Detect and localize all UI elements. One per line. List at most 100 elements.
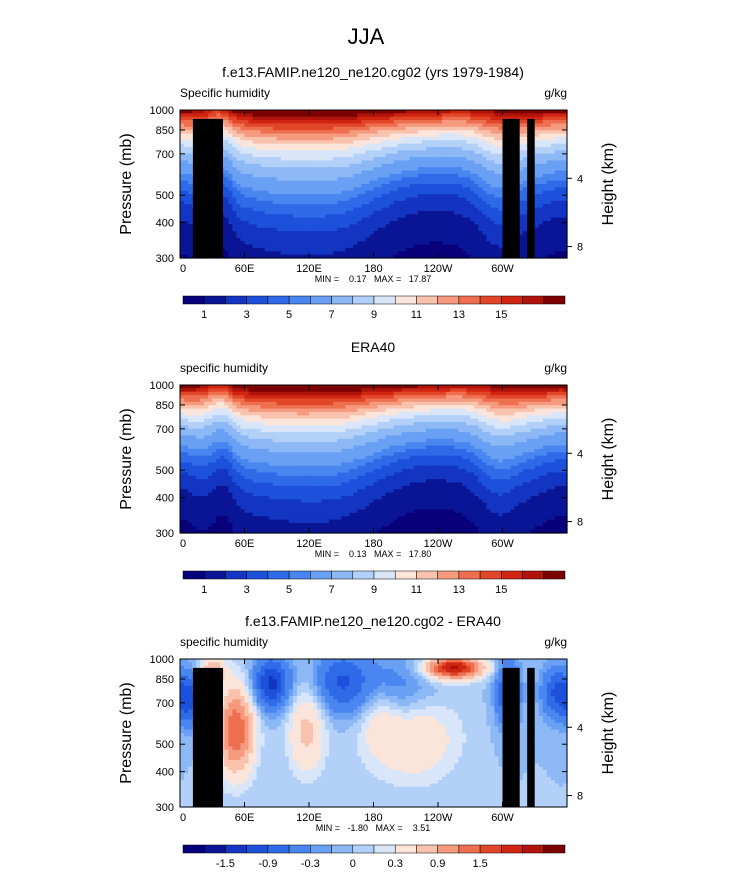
heatmap-cell	[280, 398, 286, 403]
heatmap-cell	[333, 160, 338, 165]
heatmap-cell	[417, 113, 423, 118]
heatmap-cell	[538, 133, 544, 138]
heatmap-cell	[373, 143, 379, 148]
heatmap-cell	[304, 150, 310, 155]
heatmap-cell	[534, 241, 540, 246]
heatmap-cell	[292, 113, 298, 118]
heatmap-cell	[313, 113, 318, 118]
heatmap-cell	[284, 147, 290, 151]
heatmap-cell	[252, 150, 258, 155]
heatmap-cell	[240, 167, 246, 172]
heatmap-cell	[317, 388, 322, 393]
heatmap-cell	[462, 163, 467, 168]
heatmap-cell	[264, 234, 270, 239]
heatmap-cell	[442, 153, 447, 158]
heatmap-cell	[421, 126, 427, 131]
heatmap-cell	[401, 123, 407, 128]
heatmap-cell	[333, 187, 338, 192]
colorbar-swatch	[479, 295, 502, 305]
heatmap-cell	[184, 180, 189, 185]
heatmap-cell	[498, 224, 504, 229]
heatmap-cell	[417, 224, 423, 229]
heatmap-cell	[542, 388, 548, 393]
heatmap-cell	[357, 204, 363, 209]
heatmap-cell	[365, 167, 371, 172]
heatmap-cell	[349, 190, 354, 195]
heatmap-cell	[393, 140, 399, 145]
heatmap-cell	[498, 157, 504, 162]
heatmap-cell	[353, 214, 358, 219]
heatmap-cell	[389, 200, 395, 205]
heatmap-cell	[458, 136, 463, 141]
heatmap-cell	[337, 194, 342, 199]
heatmap-cell	[192, 388, 197, 393]
heatmap-cell	[268, 163, 274, 168]
heatmap-cell	[248, 120, 254, 125]
heatmap-cell	[446, 197, 451, 202]
heatmap-cell	[381, 177, 387, 182]
heatmap-cell	[188, 153, 193, 158]
heatmap-cell	[442, 190, 447, 195]
heatmap-cell	[357, 126, 363, 131]
heatmap-cell	[357, 207, 363, 212]
heatmap-cell	[284, 200, 290, 205]
heatmap-cell	[292, 120, 298, 125]
heatmap-cell	[534, 173, 540, 178]
heatmap-cell	[381, 197, 387, 202]
panel-1: f.e13.FAMIP.ne120_ne120.cg02 (yrs 1979-1…	[118, 64, 617, 321]
heatmap-cell	[405, 194, 411, 199]
heatmap-cell	[337, 143, 342, 148]
heatmap-cell	[361, 241, 367, 246]
heatmap-cell	[304, 126, 310, 131]
heatmap-cell	[357, 133, 363, 138]
heatmap-cell	[466, 147, 471, 151]
heatmap-cell	[421, 113, 427, 118]
heatmap-cell	[470, 150, 475, 155]
heatmap-cell	[280, 405, 286, 410]
heatmap-cell	[357, 147, 363, 151]
heatmap-cell	[450, 136, 455, 141]
heatmap-cell	[413, 160, 419, 165]
heatmap-cell	[341, 163, 346, 168]
heatmap-cell	[482, 388, 487, 393]
heatmap-cell	[264, 251, 270, 256]
heatmap-cell	[401, 184, 407, 188]
heatmap-cell	[558, 110, 564, 114]
heatmap-cell	[446, 405, 451, 410]
heatmap-cell	[450, 113, 455, 118]
heatmap-cell	[272, 224, 278, 229]
heatmap-cell	[276, 388, 282, 393]
heatmap-cell	[349, 194, 354, 199]
heatmap-cell	[421, 234, 427, 239]
heatmap-cell	[474, 130, 479, 135]
heatmap-cell	[377, 388, 383, 393]
heatmap-cell	[417, 241, 423, 246]
heatmap-cell	[268, 130, 274, 135]
heatmap-cell	[494, 147, 500, 151]
heatmap-cell	[454, 197, 459, 202]
heatmap-cell	[304, 120, 310, 125]
heatmap-cell	[486, 143, 492, 148]
heatmap-cell	[433, 194, 439, 199]
heatmap-cell	[562, 190, 568, 195]
heatmap-cell	[296, 214, 302, 219]
heatmap-cell	[268, 153, 274, 158]
heatmap-cell	[369, 147, 375, 151]
heatmap-cell	[478, 187, 483, 192]
heatmap-cell	[224, 241, 229, 246]
heatmap-cell	[232, 204, 238, 209]
heatmap-cell	[433, 173, 439, 178]
heatmap-cell	[244, 180, 250, 185]
y-tick-label: 850	[156, 125, 174, 137]
heatmap-cell	[381, 170, 387, 175]
heatmap-cell	[268, 173, 274, 178]
heatmap-cell	[498, 173, 504, 178]
heatmap-cell	[558, 147, 564, 151]
heatmap-cell	[188, 173, 193, 178]
heatmap-cell	[393, 405, 399, 410]
heatmap-cell	[232, 214, 238, 219]
heatmap-cell	[321, 133, 326, 138]
heatmap-cell	[401, 170, 407, 175]
heatmap-cell	[377, 184, 383, 188]
heatmap-cell	[329, 251, 334, 256]
